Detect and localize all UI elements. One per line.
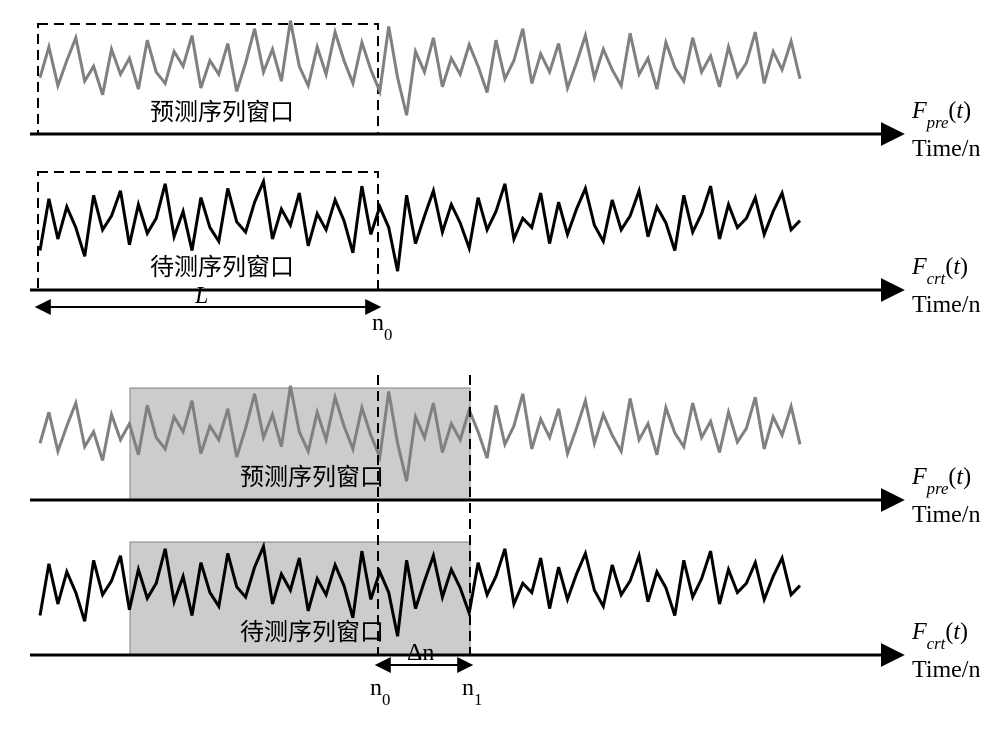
delta-n-label: Δn [407, 640, 434, 666]
window-caption: 预测序列窗口 [150, 99, 294, 126]
time-axis-label: Time/n [912, 292, 980, 318]
window-caption: 待测序列窗口 [150, 254, 294, 281]
length-label-L: L [194, 283, 208, 309]
window-caption: 预测序列窗口 [240, 464, 384, 491]
diagram-root: Fpre(t)Time/n预测序列窗口Fcrt(t)Time/n待测序列窗口Fp… [0, 0, 1000, 729]
window-caption: 待测序列窗口 [240, 619, 384, 646]
time-axis-label: Time/n [912, 136, 980, 162]
time-axis-label: Time/n [912, 657, 980, 683]
time-axis-label: Time/n [912, 502, 980, 528]
